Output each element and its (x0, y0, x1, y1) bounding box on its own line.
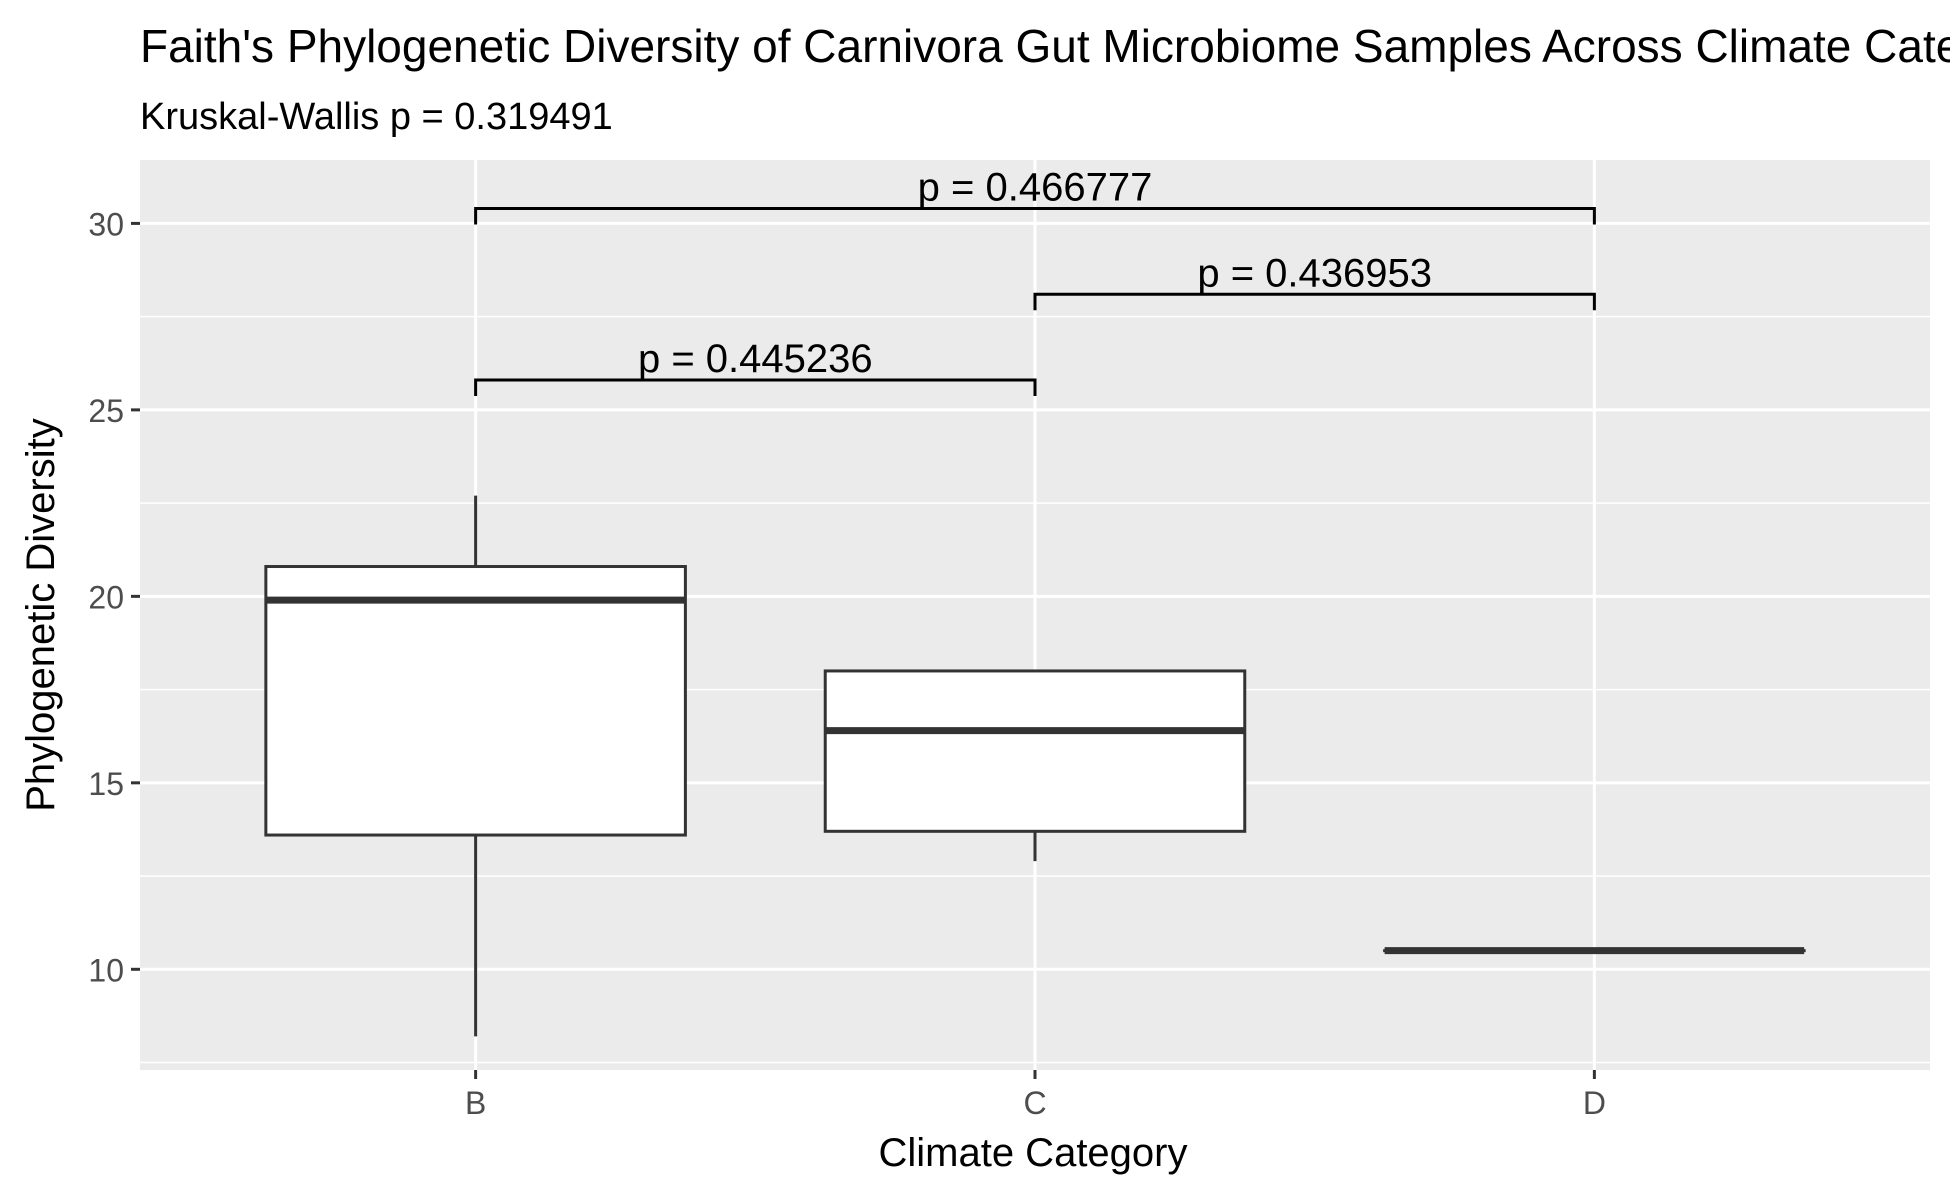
chart-title: Faith's Phylogenetic Diversity of Carniv… (140, 20, 1950, 72)
boxplots (264, 495, 1806, 1037)
y-tick-label: 25 (88, 393, 124, 429)
bracket-line (1033, 292, 1596, 311)
significance-brackets: p = 0.445236 p = 0.436953 p = 0.466777 (474, 165, 1596, 397)
axes: 10 15 20 25 30 B C D (88, 206, 1606, 1121)
boxplot-c (823, 669, 1247, 862)
x-tick-label: D (1583, 1085, 1606, 1121)
x-axis-title: Climate Category (878, 1131, 1187, 1175)
x-tick-label: C (1023, 1085, 1046, 1121)
bracket-line (474, 378, 1037, 397)
box-body (823, 669, 1247, 833)
chart-subtitle: Kruskal-Wallis p = 0.319491 (140, 96, 613, 138)
significance-bracket-b-d: p = 0.466777 (474, 165, 1596, 225)
bracket-p-value: p = 0.466777 (918, 165, 1153, 209)
y-axis-title: Phylogenetic Diversity (19, 418, 63, 812)
x-tick-label: B (465, 1085, 486, 1121)
y-tick-label: 20 (88, 579, 124, 615)
bracket-line (474, 206, 1596, 225)
box-body (264, 565, 687, 837)
y-tick-label: 30 (88, 206, 124, 242)
significance-bracket-b-c: p = 0.445236 (474, 337, 1037, 397)
boxplot-b (264, 495, 687, 1037)
bracket-p-value: p = 0.445236 (638, 337, 873, 381)
bracket-p-value: p = 0.436953 (1197, 251, 1432, 295)
significance-bracket-c-d: p = 0.436953 (1033, 251, 1596, 311)
y-tick-label: 15 (88, 766, 124, 802)
y-tick-label: 10 (88, 952, 124, 988)
